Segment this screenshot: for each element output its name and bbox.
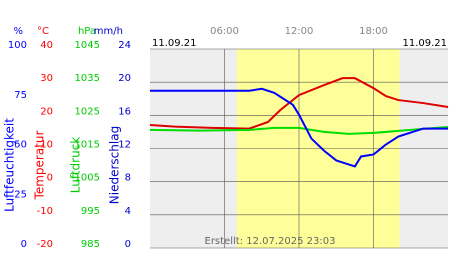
series-line [150, 87, 448, 168]
y-tick-label: 1025 [75, 106, 100, 117]
y-tick-label: 12 [118, 140, 131, 151]
y-tick-label: 75 [14, 90, 27, 101]
axis-unit: % [13, 26, 23, 37]
series-line [149, 77, 449, 130]
x-tick-label: 18:00 [359, 26, 388, 37]
y-tick-label: 25 [14, 189, 27, 200]
x-tick-label: 12:00 [285, 26, 314, 37]
axis-title: Luftdruck [69, 137, 83, 194]
y-tick-label: 30 [40, 73, 53, 84]
axis-unit: mm/h [94, 26, 123, 37]
y-tick-label: 995 [81, 206, 100, 217]
y-tick-label: 1005 [75, 173, 100, 184]
y-tick-label: 985 [81, 239, 100, 250]
axis-title: Luftfeuchtigkeit [3, 118, 17, 212]
axis-title: Temperatur [33, 130, 47, 200]
x-tick-label: 06:00 [210, 26, 239, 37]
y-tick-label: -20 [37, 239, 53, 250]
y-tick-label: 16 [118, 106, 131, 117]
y-tick-label: 50 [14, 140, 27, 151]
axis-unit: °C [37, 26, 49, 37]
series-line [149, 125, 449, 135]
y-tick-label: 20 [118, 73, 131, 84]
footer: Erstellt: 12.07.2025 23:03 [205, 236, 336, 247]
y-tick-label: 1035 [75, 73, 100, 84]
y-tick-label: 24 [118, 40, 131, 51]
y-tick-label: 40 [40, 40, 53, 51]
date-left: 11.09.21 [152, 38, 197, 49]
axis-title: Niederschlag [108, 126, 122, 204]
axis-unit: hPa [78, 26, 96, 37]
y-tick-label: 4 [125, 206, 131, 217]
y-tick-label: 0 [125, 239, 131, 250]
y-tick-label: 10 [40, 140, 53, 151]
y-tick-label: 100 [8, 40, 27, 51]
y-tick-label: -10 [37, 206, 53, 217]
date-right: 11.09.21 [402, 38, 447, 49]
y-tick-label: 0 [21, 239, 27, 250]
y-tick-label: 0 [47, 173, 53, 184]
y-tick-label: 20 [40, 106, 53, 117]
y-tick-label: 1045 [75, 40, 100, 51]
y-tick-label: 1015 [75, 140, 100, 151]
y-tick-label: 8 [125, 173, 131, 184]
